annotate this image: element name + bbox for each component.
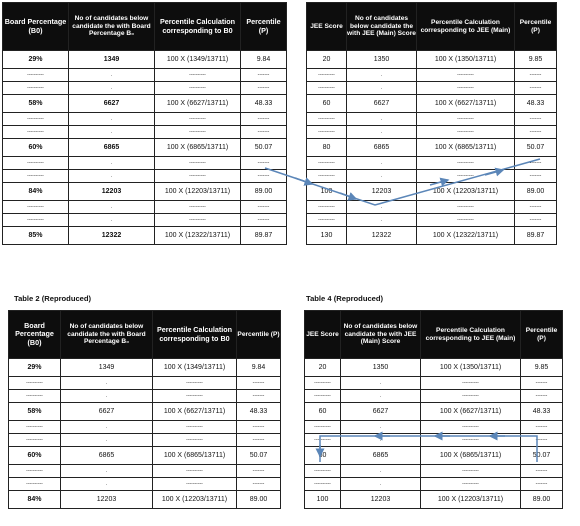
- arrow-head-4: [484, 167, 505, 177]
- header-percentile: Percentile (P): [240, 2, 287, 51]
- table-row: 80 6865 100 X (6865/13711) 50.07: [306, 138, 557, 157]
- table-row-placeholder: ----------. ---------- -------: [8, 433, 281, 447]
- table-row: 20 1350 100 X (1350/13711) 9.85: [306, 50, 557, 69]
- table-row-placeholder: ----------. ---------- -------: [304, 464, 563, 478]
- table-cell: 89.00: [236, 490, 281, 509]
- table-row-placeholder: ----------. ---------- -------: [2, 68, 287, 82]
- table-cell: 12203: [340, 490, 421, 509]
- header-board-percentage: Board Percentage (B0): [2, 2, 69, 51]
- table-body: 20 1350 100 X (1350/13711) 9.85 ----------. -…: [304, 358, 563, 509]
- arrow-head-2: [339, 192, 358, 201]
- table-row-placeholder: ----------. ---------- -------: [306, 112, 557, 126]
- table-cell: 89.87: [240, 226, 287, 245]
- table-row-placeholder: ----------. ---------- -------: [8, 477, 281, 491]
- header-candidates-below: No of candidates below candidate the wit…: [346, 2, 417, 51]
- caption-table-4: Table 4 (Reproduced): [306, 294, 384, 303]
- arrow-head-3: [429, 177, 450, 187]
- header-percentile-calculation: Percentile Calculation corresponding to …: [416, 2, 515, 51]
- table-row: 58% 6627 100 X (6627/13711) 48.33: [2, 94, 287, 113]
- caption-table-2: Table 2 (Reproduced): [14, 294, 92, 303]
- header-percentile-calculation: Percentile Calculation corresponding to …: [420, 310, 521, 359]
- table-row: 60 6627 100 X (6627/13711) 48.33: [306, 94, 557, 113]
- header-percentile: Percentile (P): [514, 2, 557, 51]
- table-row-placeholder: ----------. ---------- -------: [306, 125, 557, 139]
- table-row-placeholder: ----------. ---------- -------: [304, 477, 563, 491]
- table-row: 130 12322 100 X (12322/13711) 89.87: [306, 226, 557, 245]
- table-cell: 130: [306, 226, 347, 245]
- table-row-placeholder: ----------. ---------- -------: [2, 200, 287, 214]
- arrow-bottom-connector: [319, 435, 538, 462]
- header-jee-score: JEE Score: [306, 2, 347, 51]
- table-cell: 89.00: [520, 490, 563, 509]
- table-row-placeholder: ----------. ---------- -------: [304, 389, 563, 403]
- table-row-placeholder: ----------. ---------- -------: [2, 169, 287, 183]
- table-row-placeholder: ----------. ---------- -------: [8, 464, 281, 478]
- arrow-head-1: [294, 177, 314, 186]
- table-body: 29% 1349 100 X (1349/13711) 9.84 ----------.…: [2, 50, 287, 245]
- table-row-placeholder: ----------. ---------- -------: [304, 376, 563, 390]
- table-row-placeholder: ----------. ---------- -------: [2, 156, 287, 170]
- table-row: 85% 12322 100 X (12322/13711) 89.87: [2, 226, 287, 245]
- table-row-placeholder: ----------. ---------- -------: [306, 156, 557, 170]
- table-row: 100 12203 100 X (12203/13711) 89.00: [304, 490, 563, 509]
- table-cell: 89.87: [514, 226, 557, 245]
- table-cell: 12322: [68, 226, 155, 245]
- table-row-placeholder: ----------. ---------- -------: [2, 112, 287, 126]
- header-percentile: Percentile (P): [520, 310, 563, 359]
- header-percentile: Percentile (P): [236, 310, 281, 359]
- table-board-percentile-top: Board Percentage (B0) No of candidates b…: [2, 2, 287, 245]
- header-percentile-calculation: Percentile Calculation corresponding to …: [152, 310, 237, 359]
- table-row: 84% 12203 100 X (12203/13711) 89.00: [8, 490, 281, 509]
- table-jee-percentile-top: JEE Score No of candidates below candida…: [306, 2, 557, 245]
- table-jee-percentile-bottom: JEE Score No of candidates below candida…: [304, 310, 563, 509]
- table-row: 60 6627 100 X (6627/13711) 48.33: [304, 402, 563, 421]
- header-candidates-below: No of candidates below candidate the wit…: [68, 2, 155, 51]
- table-row: 29% 1349 100 X (1349/13711) 9.84: [2, 50, 287, 69]
- table-body: 29% 1349 100 X (1349/13711) 9.84 ----------.…: [8, 358, 281, 509]
- table-row: 80 6865 100 X (6865/13711) 50.07: [304, 446, 563, 465]
- table-row: 84% 12203 100 X (12203/13711) 89.00: [2, 182, 287, 201]
- table-row: 20 1350 100 X (1350/13711) 9.85: [304, 358, 563, 377]
- table-row-placeholder: ----------. ---------- -------: [306, 68, 557, 82]
- table-body: 20 1350 100 X (1350/13711) 9.85 ----------. -…: [306, 50, 557, 245]
- header-percentile-calculation: Percentile Calculation corresponding to …: [154, 2, 241, 51]
- header-candidates-below: No of candidates below candidate the wit…: [340, 310, 421, 359]
- table-row-placeholder: ----------. ---------- -------: [2, 81, 287, 95]
- header-candidates-below: No of candidates below candidate the wit…: [60, 310, 153, 359]
- table-row-placeholder: ----------. ---------- -------: [8, 389, 281, 403]
- table-cell: 85%: [2, 226, 69, 245]
- table-row: 58% 6627 100 X (6627/13711) 48.33: [8, 402, 281, 421]
- header-board-percentage: Board Percentage (B0): [8, 310, 61, 359]
- table-board-percentile-bottom: Board Percentage (B0) No of candidates b…: [8, 310, 281, 509]
